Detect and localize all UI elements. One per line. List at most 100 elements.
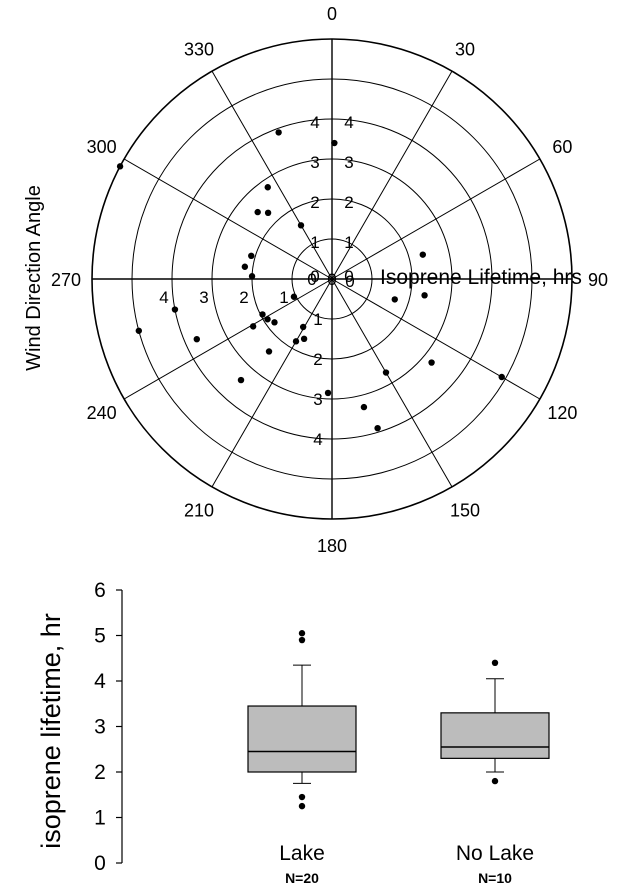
box-iqr xyxy=(247,705,357,773)
box-group: No Lake N=10 xyxy=(440,659,550,886)
polar-data-point xyxy=(299,323,307,331)
polar-data-point xyxy=(254,208,261,216)
box-y-tick-label: 6 xyxy=(94,579,106,602)
box-outlier xyxy=(298,630,306,637)
polar-data-point xyxy=(264,209,272,217)
polar-radius-tick-label: 4 xyxy=(310,113,319,132)
polar-spoke xyxy=(331,278,453,488)
box-outlier xyxy=(298,793,306,801)
polar-data-point xyxy=(265,348,273,355)
box-group-n-label: N=10 xyxy=(478,870,512,886)
polar-data-point xyxy=(331,139,338,147)
polar-radius-tick-label: 1 xyxy=(344,233,353,252)
box-group-n-label: N=20 xyxy=(285,870,319,886)
polar-spoke xyxy=(123,278,333,400)
polar-data-point xyxy=(292,338,300,345)
polar-radius-tick-label: 0 xyxy=(345,272,354,291)
polar-data-point xyxy=(382,369,390,376)
polar-radius-tick-label: 4 xyxy=(159,288,168,307)
polar-angle-tick-label: 60 xyxy=(552,137,572,157)
polar-data-point xyxy=(275,129,282,136)
polar-angle-tick-label: 210 xyxy=(184,500,214,520)
polar-data-point xyxy=(237,376,245,384)
polar-angle-tick-label: 270 xyxy=(51,270,81,290)
polar-radius-label: Isoprene Lifetime, hrs xyxy=(380,266,582,289)
polar-radius-tick-label: 4 xyxy=(313,430,322,449)
box-outlier xyxy=(298,802,306,810)
box-y-tick-label: 1 xyxy=(94,807,106,830)
polar-spoke xyxy=(331,278,541,400)
box-y-tick-label: 5 xyxy=(94,625,106,648)
box-iqr xyxy=(440,712,550,759)
polar-data-point xyxy=(498,373,505,381)
box-y-tick-label: 3 xyxy=(94,716,106,739)
polar-radius-tick-label: 3 xyxy=(199,288,208,307)
polar-data-point xyxy=(297,222,305,229)
polar-angle-tick-label: 120 xyxy=(547,403,577,423)
polar-radius-tick-label: 0 xyxy=(327,270,336,289)
box-outlier xyxy=(491,659,499,666)
polar-points xyxy=(116,129,505,432)
polar-data-point xyxy=(248,273,256,280)
polar-data-point xyxy=(249,323,257,330)
box-y-tick-label: 2 xyxy=(94,761,106,784)
polar-data-point xyxy=(116,163,124,170)
box-y-axis-label: isoprene lifetime, hr xyxy=(36,613,66,849)
polar-radius-tick-label: 2 xyxy=(344,193,353,212)
box-group-label: Lake xyxy=(279,842,325,865)
polar-data-point xyxy=(259,311,266,318)
polar-data-point xyxy=(171,306,179,313)
polar-radius-tick-label: 2 xyxy=(310,193,319,212)
polar-radius-tick-label: 0 xyxy=(310,267,319,286)
box-y-tick-label: 4 xyxy=(94,670,106,693)
polar-radius-tick-label: 0 xyxy=(307,270,316,289)
polar-grid xyxy=(91,38,573,520)
polar-angle-tick-label: 240 xyxy=(87,403,117,423)
polar-spoke xyxy=(211,70,333,280)
polar-angle-tick-label: 30 xyxy=(455,40,475,60)
box-group-label: No Lake xyxy=(456,842,534,865)
polar-angle-tick-label: 300 xyxy=(87,137,117,157)
polar-data-point xyxy=(290,293,298,300)
box-plot-chart: 0 1 2 3 4 5 6 Lake N=20 No Lake N=10 isoprene lif… xyxy=(36,579,550,886)
box-y-tick-label: 0 xyxy=(94,852,106,875)
polar-radius-tick-label: 3 xyxy=(344,153,353,172)
polar-data-point xyxy=(193,335,200,343)
polar-angle-tick-label: 330 xyxy=(184,40,214,60)
polar-angle-tick-label: 150 xyxy=(450,500,480,520)
polar-data-point xyxy=(360,403,368,411)
polar-data-point xyxy=(135,327,143,334)
polar-data-point xyxy=(419,251,426,258)
polar-radius-tick-label: 1 xyxy=(279,288,288,307)
box-outlier xyxy=(298,636,306,644)
polar-data-point xyxy=(300,335,308,343)
polar-data-point xyxy=(374,424,381,432)
polar-angle-label: Wind Direction Angle xyxy=(23,185,45,371)
box-y-axis: 0 1 2 3 4 5 6 xyxy=(94,579,123,875)
polar-radius-tick-label: 2 xyxy=(313,350,322,369)
polar-radius-tick-label: 0 xyxy=(344,267,353,286)
polar-angle-tick-label: 0 xyxy=(327,4,337,24)
polar-radius-tick-label: 2 xyxy=(239,288,248,307)
polar-data-point xyxy=(248,252,255,260)
polar-radius-tick-label: 3 xyxy=(313,390,322,409)
polar-data-point xyxy=(428,359,435,366)
polar-angle-tick-label: 90 xyxy=(588,270,608,290)
polar-radius-tick-label: 1 xyxy=(310,233,319,252)
polar-spoke xyxy=(211,278,333,488)
box-outlier xyxy=(491,777,499,785)
polar-data-point xyxy=(391,296,398,303)
polar-radius-tick-label: 3 xyxy=(310,153,319,172)
box-groups: Lake N=20 No Lake N=10 xyxy=(247,630,550,886)
polar-radius-tick-label: 1 xyxy=(313,310,322,329)
polar-data-point xyxy=(324,389,332,397)
polar-data-point xyxy=(271,319,278,326)
polar-spoke xyxy=(331,70,453,280)
polar-data-point xyxy=(264,316,271,323)
box-group: Lake N=20 xyxy=(247,630,357,886)
polar-data-point xyxy=(264,184,271,191)
polar-data-point xyxy=(421,292,428,299)
